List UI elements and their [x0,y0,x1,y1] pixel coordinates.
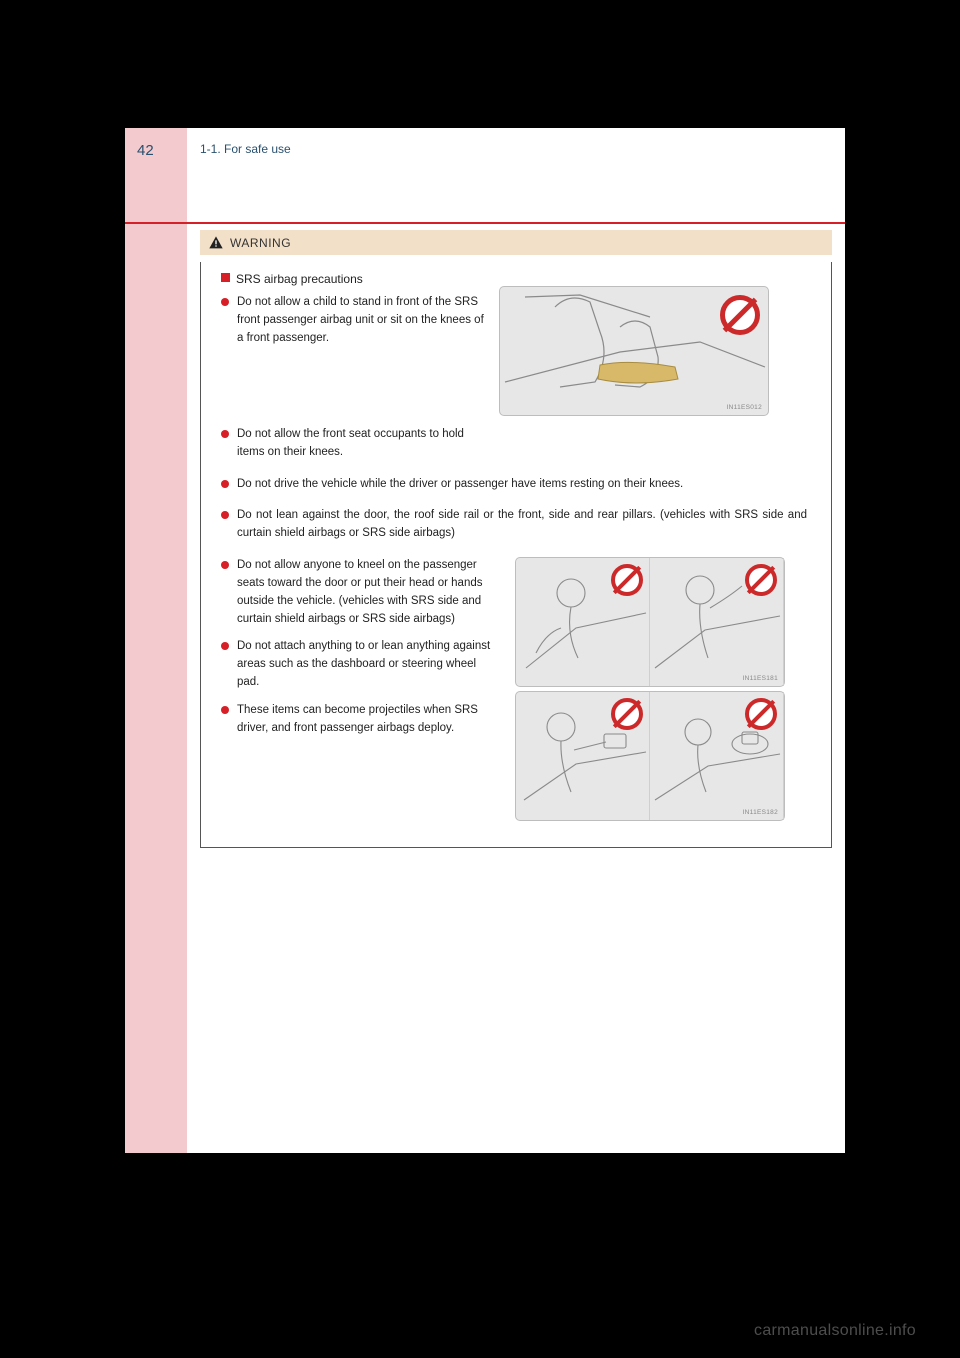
illustration-stack: IN11ES181 [515,557,785,821]
illustration: IN11ES012 [499,286,769,416]
warning-item: Do not drive the vehicle while the drive… [221,476,813,494]
warning-item: Do not allow a child to stand in front o… [221,294,813,416]
warning-item-text: Do not attach anything to or lean anythi… [237,638,499,691]
prohibited-icon [720,295,760,335]
warning-item-text: Do not allow a child to stand in front o… [237,294,487,416]
illustration-code: IN11ES181 [743,675,778,682]
illustration: IN11ES181 [515,557,785,687]
bullet-dot-icon [221,511,229,519]
warning-item-text: These items can become projectiles when … [237,702,499,738]
chapter-sidebar [125,128,187,1153]
warning-item-text: Do not lean against the door, the roof s… [237,507,807,543]
section-breadcrumb: 1-1. For safe use [200,142,291,156]
warning-item: These items can become projectiles when … [221,702,515,738]
bullet-dot-icon [221,706,229,714]
warning-item: Do not allow the front seat occupants to… [221,426,499,462]
divider-red [125,222,845,224]
illustration-code: IN11ES182 [743,809,778,816]
warning-item: Do not lean against the door, the roof s… [221,507,813,543]
warning-label: WARNING [230,236,291,250]
warning-heading-text: SRS airbag precautions [236,272,363,286]
illustration-code: IN11ES012 [727,404,762,411]
warning-heading: SRS airbag precautions [221,272,813,286]
watermark: carmanualsonline.info [754,1322,916,1340]
warning-item-text: Do not drive the vehicle while the drive… [237,476,807,494]
warning-content: SRS airbag precautions Do not allow a ch… [200,262,832,848]
bullet-dot-icon [221,561,229,569]
bullet-dot-icon [221,430,229,438]
warning-item: Do not attach anything to or lean anythi… [221,638,515,691]
bullet-dot-icon [221,642,229,650]
warning-item-text: Do not allow the front seat occupants to… [237,426,487,462]
warning-triangle-icon [208,235,224,251]
prohibited-icon [611,698,643,730]
warning-item: Do not allow anyone to kneel on the pass… [221,557,515,628]
bullet-dot-icon [221,298,229,306]
prohibited-icon [745,564,777,596]
square-bullet-icon [221,273,230,282]
prohibited-icon [611,564,643,596]
prohibited-icon [745,698,777,730]
illustration: IN11ES182 [515,691,785,821]
manual-page: 42 1-1. For safe use WARNING SRS airbag … [125,128,845,1153]
warning-item-group: Do not allow anyone to kneel on the pass… [221,557,813,821]
page-number: 42 [137,142,154,159]
bullet-dot-icon [221,480,229,488]
warning-header: WARNING [200,230,832,255]
warning-item-text: Do not allow anyone to kneel on the pass… [237,557,499,628]
